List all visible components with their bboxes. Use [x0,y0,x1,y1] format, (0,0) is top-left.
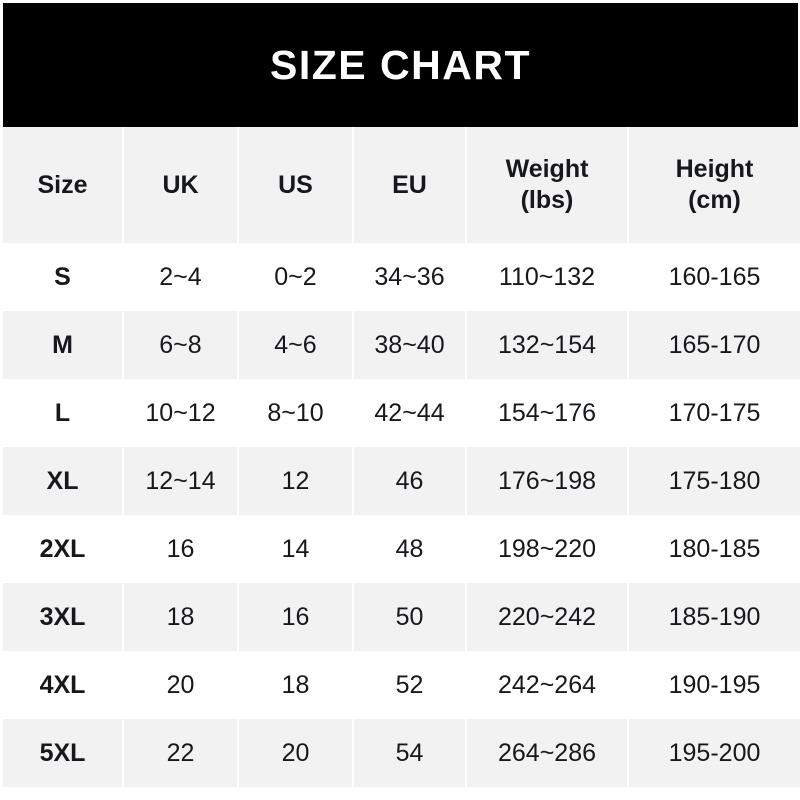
page-title: SIZE CHART [270,41,531,88]
cell-us: 4~6 [238,311,354,379]
cell-us: 20 [238,719,354,787]
table-row: 5XL 22 20 54 264~286 195-200 [3,719,800,787]
cell-size: 4XL [3,651,124,719]
cell-height: 190-195 [628,651,800,719]
table-header: Size UK US EU Weight (lbs) Height (cm) [3,127,800,243]
table-header-row: Size UK US EU Weight (lbs) Height (cm) [3,127,800,243]
column-header-us-label: US [278,170,313,199]
column-header-size: Size [3,127,124,243]
cell-eu: 42~44 [353,379,467,447]
cell-size: S [3,243,124,311]
cell-size: 5XL [3,719,124,787]
cell-us: 14 [238,515,354,583]
cell-us: 0~2 [238,243,354,311]
cell-us: 8~10 [238,379,354,447]
table-row: L 10~12 8~10 42~44 154~176 170-175 [3,379,800,447]
column-header-size-label: Size [37,170,88,199]
cell-uk: 2~4 [123,243,239,311]
cell-size: XL [3,447,124,515]
cell-size: L [3,379,124,447]
cell-weight: 264~286 [466,719,629,787]
cell-weight: 110~132 [466,243,629,311]
column-header-eu: EU [353,127,467,243]
cell-size: 3XL [3,583,124,651]
column-header-height-unit: (cm) [688,186,741,214]
column-header-uk: UK [123,127,239,243]
table-row: 4XL 20 18 52 242~264 190-195 [3,651,800,719]
table-row: 3XL 18 16 50 220~242 185-190 [3,583,800,651]
cell-height: 165-170 [628,311,800,379]
cell-uk: 20 [123,651,239,719]
cell-uk: 18 [123,583,239,651]
cell-us: 12 [238,447,354,515]
cell-eu: 52 [353,651,467,719]
cell-height: 160-165 [628,243,800,311]
column-header-height: Height (cm) [628,127,800,243]
cell-us: 18 [238,651,354,719]
cell-eu: 54 [353,719,467,787]
title-banner: SIZE CHART [3,3,798,127]
cell-weight: 154~176 [466,379,629,447]
cell-uk: 10~12 [123,379,239,447]
cell-weight: 132~154 [466,311,629,379]
column-header-uk-label: UK [162,170,199,199]
cell-uk: 12~14 [123,447,239,515]
cell-weight: 242~264 [466,651,629,719]
cell-weight: 220~242 [466,583,629,651]
column-header-weight-unit: (lbs) [520,186,574,214]
cell-us: 16 [238,583,354,651]
column-header-weight-label: Weight [505,155,589,183]
column-header-eu-label: EU [392,170,427,199]
column-header-us: US [238,127,354,243]
table-row: 2XL 16 14 48 198~220 180-185 [3,515,800,583]
table-row: XL 12~14 12 46 176~198 175-180 [3,447,800,515]
cell-weight: 176~198 [466,447,629,515]
cell-height: 195-200 [628,719,800,787]
cell-uk: 6~8 [123,311,239,379]
cell-eu: 48 [353,515,467,583]
table-row: S 2~4 0~2 34~36 110~132 160-165 [3,243,800,311]
cell-eu: 46 [353,447,467,515]
cell-uk: 22 [123,719,239,787]
cell-size: 2XL [3,515,124,583]
column-header-weight: Weight (lbs) [466,127,629,243]
cell-weight: 198~220 [466,515,629,583]
column-header-height-label: Height [675,155,754,183]
cell-size: M [3,311,124,379]
cell-eu: 50 [353,583,467,651]
cell-uk: 16 [123,515,239,583]
cell-height: 180-185 [628,515,800,583]
cell-height: 175-180 [628,447,800,515]
cell-eu: 38~40 [353,311,467,379]
table-body: S 2~4 0~2 34~36 110~132 160-165 M 6~8 4~… [3,243,800,787]
cell-eu: 34~36 [353,243,467,311]
size-chart-table: Size UK US EU Weight (lbs) Height (cm) [3,127,800,787]
cell-height: 170-175 [628,379,800,447]
cell-height: 185-190 [628,583,800,651]
table-row: M 6~8 4~6 38~40 132~154 165-170 [3,311,800,379]
